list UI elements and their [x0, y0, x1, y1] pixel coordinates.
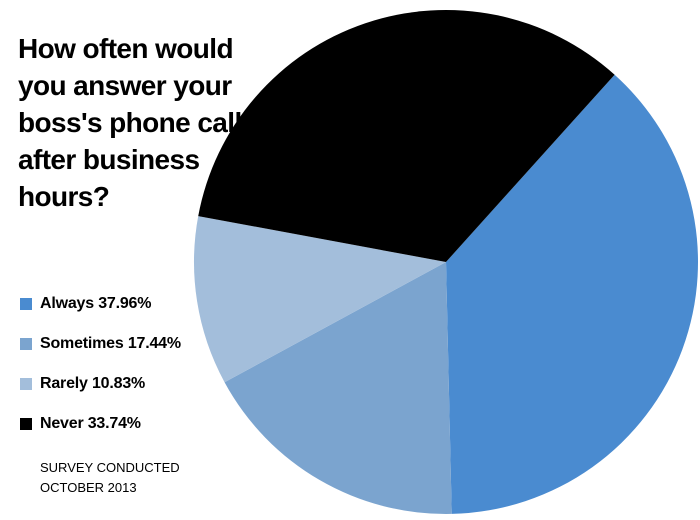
- legend-label: Always: [40, 295, 94, 312]
- legend-value: 17.44%: [127, 335, 181, 352]
- legend-swatch: [20, 298, 32, 310]
- legend-value: 10.83%: [91, 375, 146, 392]
- chart-title: How often would you answer your boss's p…: [18, 33, 242, 212]
- pie-slice: [198, 9, 615, 263]
- footnote: SURVEY CONDUCTED OCTOBER 2013: [40, 460, 180, 495]
- legend-swatch: [20, 378, 32, 390]
- legend-value: 33.74%: [87, 415, 141, 432]
- legend-item: Never 33.74%: [20, 404, 181, 444]
- legend-value: 37.96%: [98, 295, 152, 312]
- legend-swatch: [20, 338, 32, 350]
- legend-item: Always 37.96%: [20, 284, 181, 324]
- pie-slice: [194, 216, 446, 383]
- legend-item: Sometimes 17.44%: [20, 324, 181, 364]
- legend-label: Rarely: [40, 375, 88, 392]
- legend: Always 37.96% Sometimes 17.44% Rarely 10.8…: [20, 284, 181, 444]
- legend-swatch: [20, 418, 32, 430]
- pie-slice: [446, 74, 698, 514]
- legend-item: Rarely 10.83%: [20, 364, 181, 404]
- legend-label: Never: [40, 415, 84, 432]
- legend-label: Sometimes: [40, 335, 124, 352]
- pie-slice: [224, 262, 452, 514]
